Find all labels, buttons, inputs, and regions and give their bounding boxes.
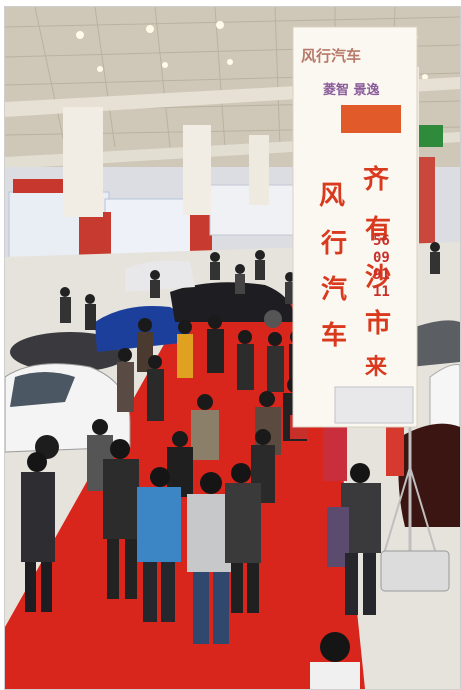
banner-main-text: 齐 风 有 行 沙 汽 市 车 来 [301,139,413,380]
dark-red-car [398,423,460,527]
banner-top-text: 风行汽车 [301,47,362,65]
banner-char: 风 [319,181,346,211]
white-car-windshield [10,372,75,407]
crowd-front [21,439,381,689]
red-standee [415,157,435,247]
column [183,125,211,215]
booth-sign [13,179,75,193]
car-wheel [264,310,282,328]
banner-char: 汽 [321,275,348,305]
banner-phone: 56099111 [373,233,390,300]
banner-char: 行 [321,229,348,259]
grey-car [410,320,460,367]
promo-banner [292,26,418,428]
banner-char: 市 [365,309,392,339]
black-suv [170,282,295,322]
column [63,107,103,217]
banner-char: 车 [321,321,348,351]
scene [5,7,460,689]
silver-car [125,260,195,292]
banner-logo-block [341,105,401,133]
banner-char: 齐 [363,165,390,195]
banner-sub-text: 菱智 景逸 [323,83,380,98]
banner-char: 有 [365,215,392,245]
banner-car-picture [334,386,414,424]
crowd-middle [87,315,404,503]
car-show-photo: 风行汽车 菱智 景逸 齐 风 有 行 沙 汽 市 车 来 56099111 [4,6,461,690]
column [249,135,269,205]
banner-char: 沙 [365,263,392,293]
white-car [429,364,460,428]
exit-sign [413,125,443,147]
banner-char: 来 [365,354,388,380]
